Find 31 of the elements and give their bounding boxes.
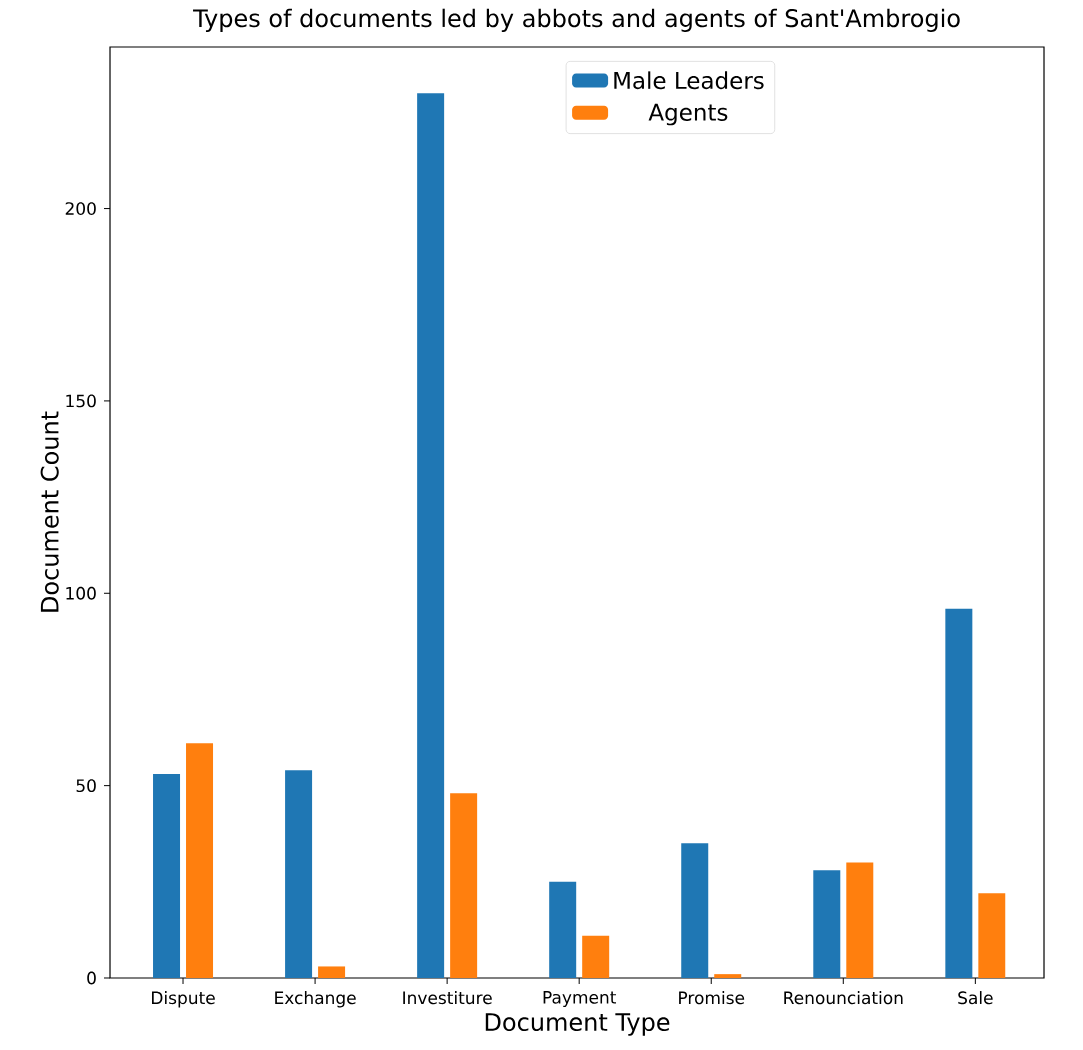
y-tick-label: 200	[65, 202, 96, 216]
bar	[813, 870, 841, 978]
y-tick-label: 0	[87, 971, 96, 985]
bar	[846, 862, 874, 978]
bar	[186, 743, 214, 978]
x-tick-label: Payment	[543, 991, 617, 1007]
x-tick-label: Investiture	[403, 991, 492, 1005]
bar	[450, 793, 478, 978]
y-tick-label: 150	[66, 394, 96, 408]
bar	[978, 893, 1006, 978]
x-tick-label: Sale	[958, 991, 993, 1005]
chart-title: Types of documents led by abbots and agents of Sant'Ambrogio	[193, 8, 960, 32]
bar	[153, 774, 181, 978]
bar	[945, 608, 973, 978]
y-tick-label: 50	[76, 779, 96, 793]
legend-label: Agents	[648, 103, 728, 126]
x-tick-label: Promise	[679, 991, 745, 1005]
y-tick-label: 100	[66, 586, 96, 600]
bar	[582, 935, 610, 978]
bar	[681, 843, 709, 978]
bar	[549, 881, 577, 978]
bar	[714, 974, 742, 978]
x-axis-title: Document Type	[485, 1013, 670, 1036]
bar	[318, 966, 346, 978]
x-tick-label: Renounciation	[784, 991, 903, 1005]
x-tick-label: Dispute	[152, 991, 215, 1008]
legend-label: Male Leaders	[614, 71, 764, 90]
bar	[417, 93, 445, 978]
bar	[285, 770, 313, 978]
y-axis-title: Document Count	[40, 411, 59, 612]
x-tick-label: Exchange	[275, 991, 356, 1008]
